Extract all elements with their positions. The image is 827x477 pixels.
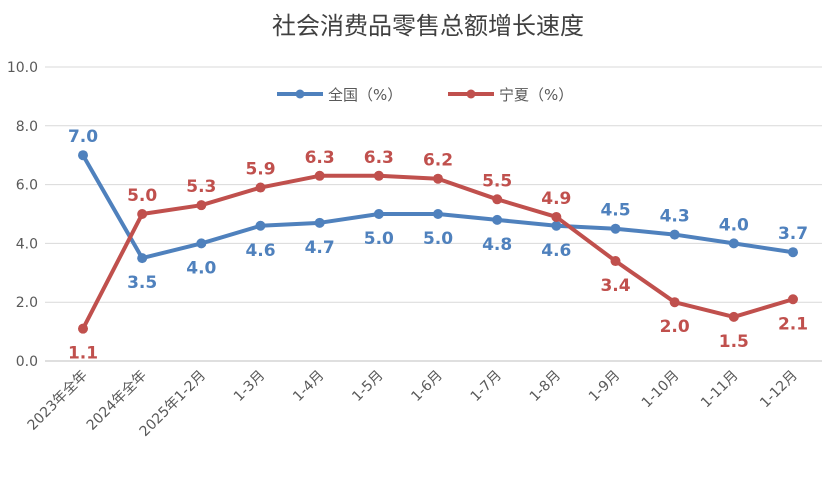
data-label: 5.3 bbox=[186, 177, 216, 197]
data-point bbox=[196, 238, 207, 249]
y-tick-label: 6.0 bbox=[16, 178, 38, 194]
data-point bbox=[788, 247, 798, 258]
y-tick-label: 4.0 bbox=[16, 236, 38, 252]
data-point bbox=[669, 297, 680, 308]
y-tick-label: 2.0 bbox=[16, 295, 38, 311]
data-label: 6.3 bbox=[364, 148, 394, 168]
x-tick-label: 1-10月 bbox=[639, 368, 683, 412]
data-point bbox=[492, 214, 503, 225]
data-label: 6.2 bbox=[423, 151, 453, 171]
data-point bbox=[610, 223, 621, 234]
legend: 全国（%） 宁夏（%） bbox=[277, 86, 573, 104]
data-label: 4.9 bbox=[541, 189, 571, 209]
y-tick-label: 0.0 bbox=[16, 354, 38, 370]
data-point bbox=[788, 294, 798, 305]
data-point bbox=[314, 170, 325, 181]
y-tick-label: 10.0 bbox=[7, 60, 38, 76]
legend-marker bbox=[466, 89, 476, 99]
data-label: 5.0 bbox=[127, 186, 157, 206]
data-label: 4.0 bbox=[719, 215, 749, 235]
data-label: 1.5 bbox=[719, 332, 749, 352]
data-point bbox=[610, 256, 621, 267]
data-label: 4.6 bbox=[245, 241, 275, 261]
data-point bbox=[137, 253, 148, 264]
data-label: 2.0 bbox=[660, 317, 690, 337]
legend-label: 宁夏（%） bbox=[499, 86, 573, 104]
x-tick-label: 1-11月 bbox=[698, 368, 742, 412]
data-label: 4.7 bbox=[305, 238, 335, 258]
data-point bbox=[373, 209, 384, 219]
data-point bbox=[78, 150, 88, 161]
data-point bbox=[196, 200, 207, 211]
x-tick-label: 1-3月 bbox=[231, 368, 268, 405]
data-point bbox=[433, 209, 443, 219]
series-line bbox=[81, 173, 794, 330]
data-label: 5.5 bbox=[482, 171, 512, 191]
legend-marker bbox=[295, 89, 305, 99]
x-tick-label: 1-7月 bbox=[468, 368, 505, 405]
data-point bbox=[433, 173, 443, 184]
data-label: 4.3 bbox=[660, 207, 690, 227]
data-point bbox=[669, 229, 680, 240]
data-label: 5.9 bbox=[245, 160, 275, 180]
data-point bbox=[314, 217, 325, 228]
legend-label: 全国（%） bbox=[328, 86, 402, 104]
data-label: 5.0 bbox=[423, 229, 453, 249]
data-point bbox=[78, 323, 88, 334]
data-point bbox=[728, 238, 739, 249]
data-label: 3.4 bbox=[600, 276, 630, 296]
data-point bbox=[137, 209, 148, 219]
data-label: 4.6 bbox=[541, 241, 571, 261]
x-tick-label: 1-8月 bbox=[527, 368, 564, 405]
data-label: 7.0 bbox=[68, 127, 98, 147]
data-label: 6.3 bbox=[305, 148, 335, 168]
x-tick-label: 1-6月 bbox=[408, 368, 445, 405]
data-label: 4.8 bbox=[482, 235, 512, 255]
data-point bbox=[255, 220, 266, 231]
data-label: 1.1 bbox=[68, 344, 98, 364]
x-tick-label: 2023年全年 bbox=[24, 367, 91, 434]
data-point bbox=[551, 211, 562, 222]
data-label: 4.5 bbox=[600, 201, 630, 221]
x-tick-label: 1-5月 bbox=[349, 368, 386, 405]
data-point bbox=[255, 182, 266, 193]
data-point bbox=[728, 311, 739, 322]
chart-title: 社会消费品零售总额增长速度 bbox=[272, 12, 584, 40]
y-tick-label: 8.0 bbox=[16, 119, 38, 135]
data-label: 4.0 bbox=[186, 258, 216, 278]
data-point bbox=[551, 220, 562, 231]
x-tick-label: 2024年全年 bbox=[83, 367, 150, 434]
data-point bbox=[492, 194, 503, 205]
x-tick-label: 1-9月 bbox=[586, 368, 623, 405]
x-tick-label: 1-4月 bbox=[290, 368, 327, 405]
data-label: 2.1 bbox=[778, 314, 808, 334]
data-point bbox=[373, 170, 384, 181]
data-label: 3.7 bbox=[778, 224, 808, 244]
x-tick-label: 1-12月 bbox=[757, 368, 801, 412]
data-label: 5.0 bbox=[364, 229, 394, 249]
data-label: 3.5 bbox=[127, 273, 157, 293]
